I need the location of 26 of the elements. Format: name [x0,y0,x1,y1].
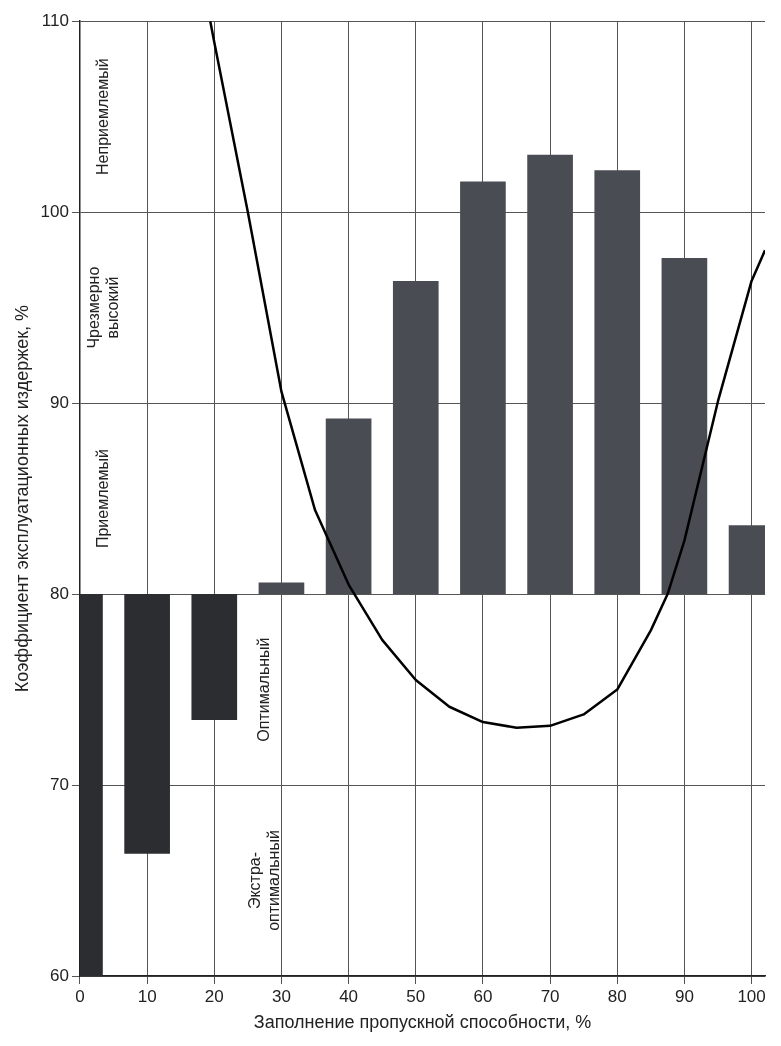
annotation: Чрезмерно высокий [84,266,121,349]
annotation: Приемлемый [94,449,112,549]
y-tick-label: 110 [41,10,69,30]
annotation: Оптимальный [255,637,273,742]
x-tick-label: 70 [540,986,560,1006]
bar [191,594,238,721]
x-tick-label: 40 [339,986,359,1006]
x-tick-label: 80 [607,986,627,1006]
x-tick-label: 10 [137,986,157,1006]
y-tick-label: 90 [50,392,69,412]
y-tick-label: 60 [50,965,69,985]
x-tick-label: 50 [406,986,426,1006]
x-tick-label: 100 [737,986,766,1006]
y-axis-title: Коэффициент эксплуатационных издержек, % [11,304,32,693]
bar [124,594,170,854]
x-tick-label: 90 [674,986,694,1006]
y-tick-label: 100 [40,201,69,221]
y-tick-label: 70 [50,774,69,794]
annotation: Экстра- оптимальный [245,830,282,931]
x-tick-label: 20 [204,986,224,1006]
x-tick-label: 30 [271,986,291,1006]
x-tick-label: 0 [75,986,85,1006]
x-axis-title: Заполнение пропускной способности, % [253,1012,592,1033]
y-tick-label: 80 [50,583,69,603]
x-tick-label: 60 [473,986,493,1006]
annotation: Неприемлемый [94,58,112,175]
